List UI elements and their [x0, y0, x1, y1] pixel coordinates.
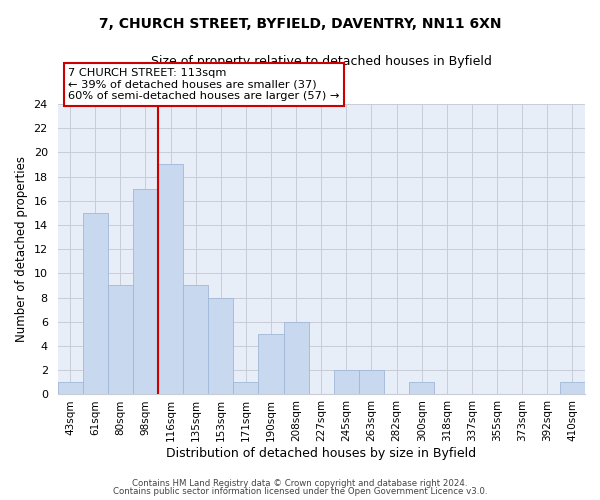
Bar: [83, 213, 108, 394]
Bar: [359, 370, 384, 394]
Text: Contains public sector information licensed under the Open Government Licence v3: Contains public sector information licen…: [113, 487, 487, 496]
X-axis label: Distribution of detached houses by size in Byfield: Distribution of detached houses by size …: [166, 447, 476, 460]
Bar: [409, 382, 434, 394]
Text: 7, CHURCH STREET, BYFIELD, DAVENTRY, NN11 6XN: 7, CHURCH STREET, BYFIELD, DAVENTRY, NN1…: [99, 18, 501, 32]
Bar: [58, 382, 83, 394]
Title: Size of property relative to detached houses in Byfield: Size of property relative to detached ho…: [151, 55, 492, 68]
Bar: [133, 188, 158, 394]
Y-axis label: Number of detached properties: Number of detached properties: [15, 156, 28, 342]
Bar: [233, 382, 259, 394]
Bar: [334, 370, 359, 394]
Text: 7 CHURCH STREET: 113sqm
← 39% of detached houses are smaller (37)
60% of semi-de: 7 CHURCH STREET: 113sqm ← 39% of detache…: [68, 68, 340, 101]
Bar: [284, 322, 309, 394]
Bar: [560, 382, 585, 394]
Bar: [208, 298, 233, 394]
Bar: [158, 164, 183, 394]
Bar: [259, 334, 284, 394]
Bar: [183, 286, 208, 395]
Bar: [108, 286, 133, 395]
Text: Contains HM Land Registry data © Crown copyright and database right 2024.: Contains HM Land Registry data © Crown c…: [132, 478, 468, 488]
